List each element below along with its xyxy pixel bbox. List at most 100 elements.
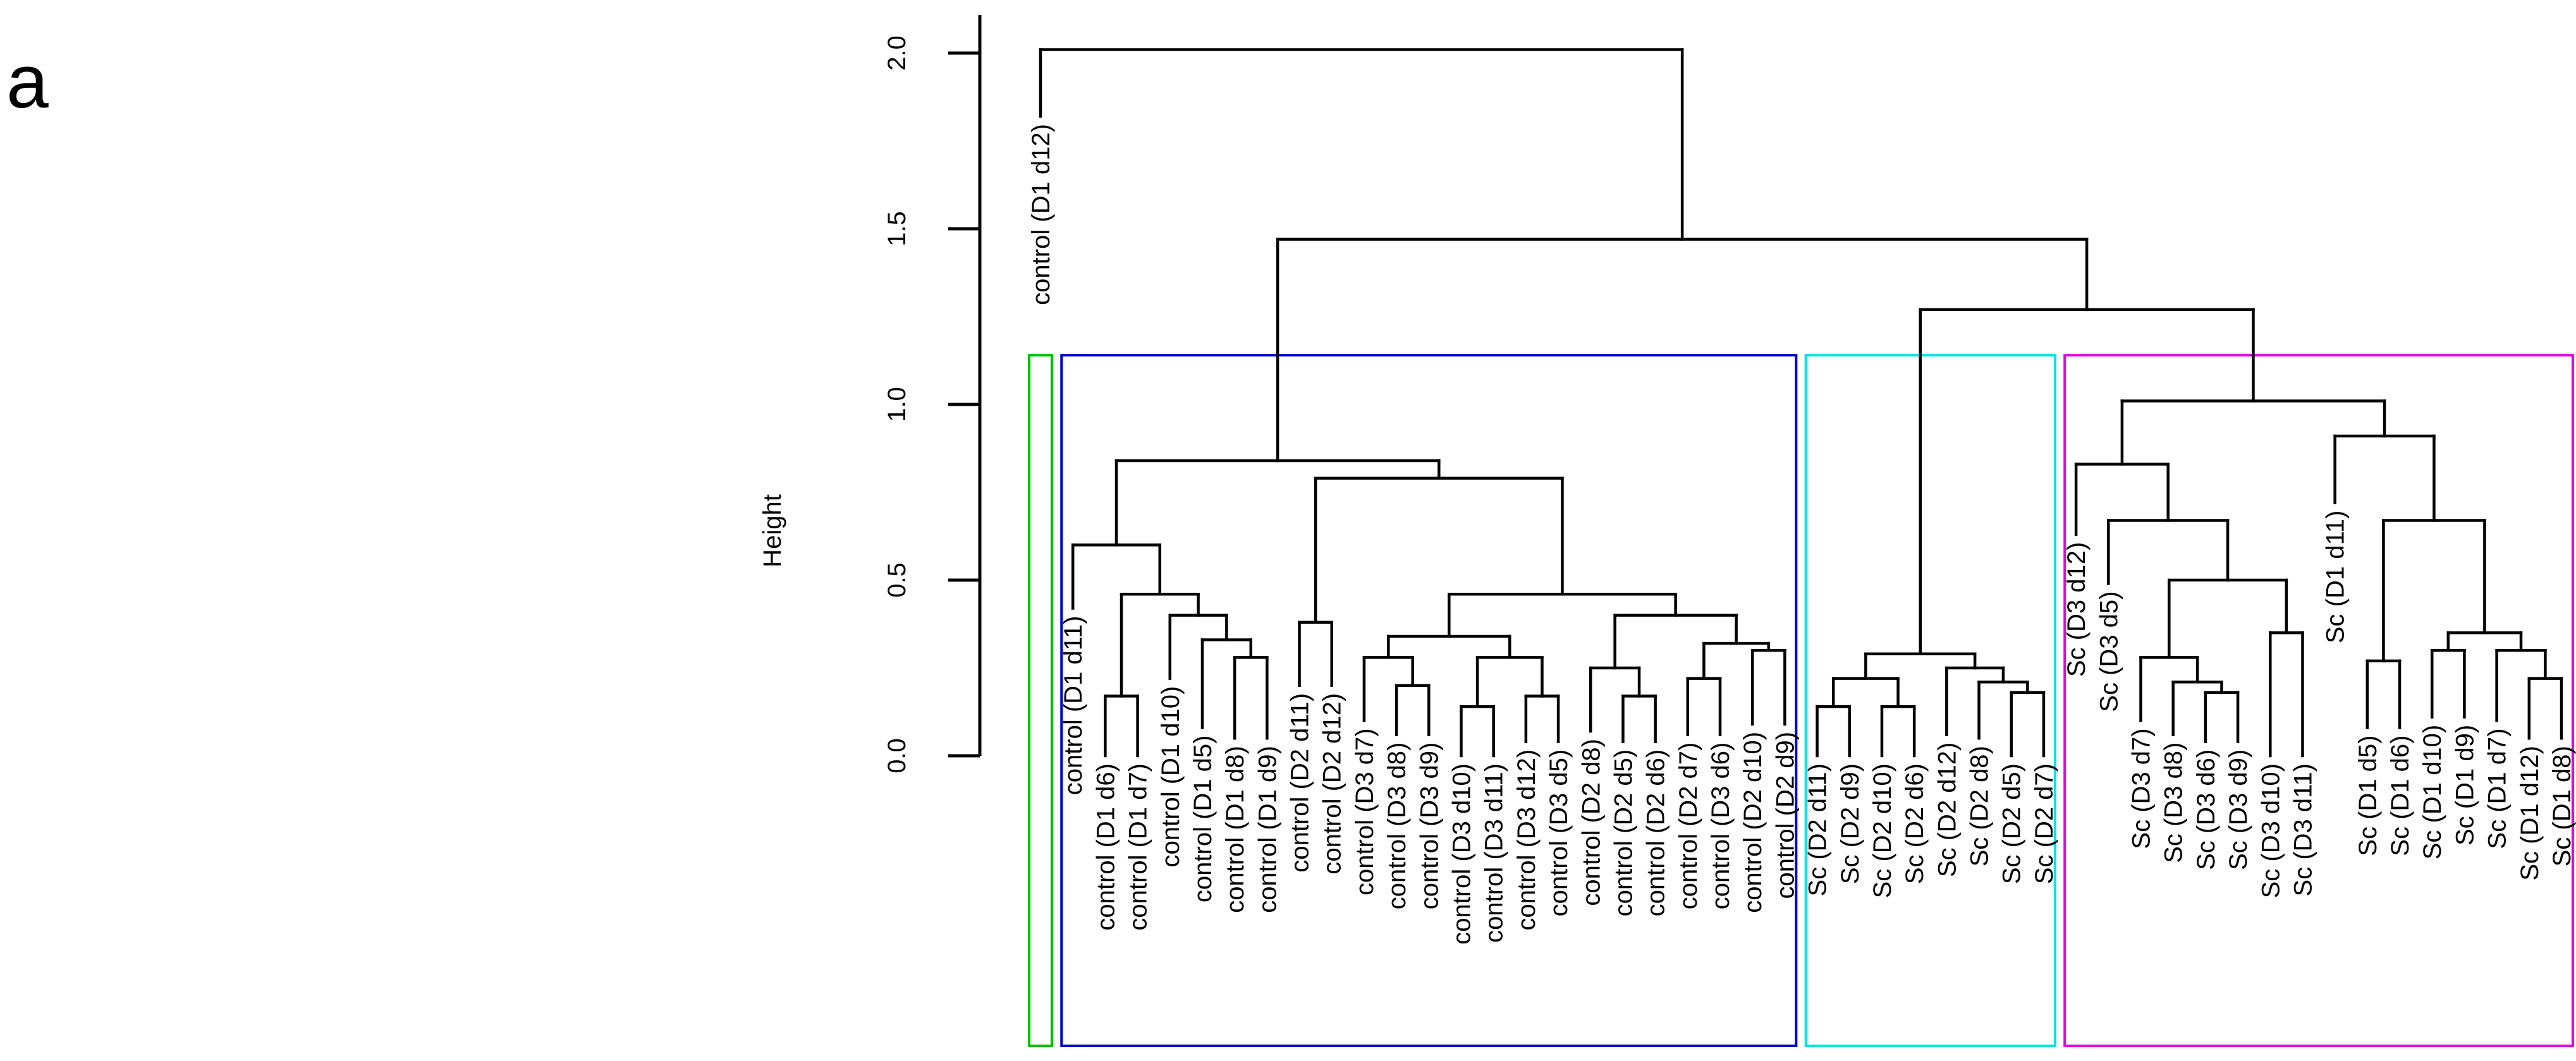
leaf-label: control (D2 d8) — [1577, 739, 1605, 906]
merge-branch — [1524, 694, 1560, 744]
merge-branch — [1686, 677, 1722, 736]
merge-branch — [1977, 680, 2029, 740]
merge-branch — [1460, 705, 1495, 758]
panel-label: a — [6, 39, 49, 124]
leaf-label: control (D3 d10) — [1448, 763, 1475, 945]
leaf-label: Sc (D1 d5) — [2354, 736, 2382, 856]
leaf-label: Sc (D3 d9) — [2225, 749, 2252, 870]
merge-branch — [1621, 694, 1657, 744]
leaf-label: control (D3 d12) — [1513, 749, 1541, 931]
leaf-label: Sc (D1 d7) — [2484, 728, 2512, 849]
leaf-label: Sc (D3 d12) — [2063, 542, 2091, 677]
merge-branch — [1071, 543, 1162, 610]
leaf-label: control (D3 d7) — [1351, 728, 1379, 895]
merge-branch — [1702, 641, 1771, 680]
cluster-rects — [1028, 354, 2574, 1047]
merge-branch — [2074, 463, 2170, 536]
cluster-rect — [2063, 354, 2574, 1047]
leaf-label: Sc (D3 d8) — [2160, 743, 2188, 863]
merge-branch — [1039, 48, 1684, 241]
merge-branch — [1298, 621, 1333, 688]
merge-branch — [1613, 614, 1738, 670]
y-tick-label: 2.0 — [883, 35, 911, 71]
merge-branch — [2527, 677, 2563, 740]
merge-branch — [2171, 680, 2223, 736]
leaf-label: Sc (D3 d6) — [2192, 749, 2220, 870]
merge-branch — [2446, 631, 2523, 652]
leaf-label: Sc (D2 d6) — [1901, 763, 1929, 884]
merge-branch — [1120, 592, 1200, 698]
leaf-label: Sc (D3 d10) — [2257, 763, 2285, 898]
leaf-label: control (D3 d11) — [1480, 763, 1508, 943]
merge-branch — [2365, 659, 2402, 729]
merge-branch — [1104, 694, 1139, 758]
merge-branch — [2430, 648, 2466, 719]
merge-branch — [1589, 666, 1641, 733]
merge-branch — [2204, 691, 2240, 744]
leaf-label: control (D3 d5) — [1545, 749, 1573, 917]
merge-branch — [1864, 652, 1977, 680]
merge-branch — [2120, 399, 2386, 466]
y-tick-label: 0.0 — [883, 738, 911, 773]
leaf-label: control (D2 d10) — [1739, 732, 1767, 913]
y-tick-label: 0.5 — [883, 562, 911, 598]
y-tick-label: 1.5 — [883, 211, 911, 246]
merge-branch — [1233, 656, 1269, 740]
leaf-label: Sc (D3 d7) — [2128, 728, 2156, 849]
leaf-label: Sc (D2 d8) — [1966, 746, 1994, 866]
leaf-label: Sc (D2 d10) — [1869, 763, 1896, 898]
leaf-label: control (D2 d7) — [1675, 743, 1702, 910]
merge-branch — [2382, 519, 2486, 663]
merge-branch — [1168, 614, 1228, 680]
leaf-label: control (D1 d11) — [1059, 615, 1087, 795]
y-tick-label: 1.0 — [883, 387, 911, 422]
leaf-label: Sc (D1 d12) — [2516, 746, 2544, 880]
merge-branch — [1276, 238, 2089, 463]
merge-branch — [1114, 459, 1441, 547]
leaf-label: control (D2 d9) — [1771, 732, 1799, 899]
merge-branch — [1362, 656, 1414, 722]
leaf-label: control (D1 d6) — [1092, 763, 1120, 931]
merge-branch — [1387, 634, 1511, 659]
dendrogram-branches — [1039, 48, 2563, 758]
merge-branch — [2010, 691, 2046, 758]
leaf-label: Sc (D3 d5) — [2095, 591, 2123, 712]
leaf-label: control (D2 d12) — [1319, 693, 1346, 875]
y-axis-label: Height — [759, 494, 786, 567]
leaf-label: Sc (D2 d7) — [2030, 763, 2058, 884]
leaf-label: Sc (D2 d12) — [1933, 743, 1961, 877]
merge-branch — [2139, 656, 2199, 722]
merge-branch — [1395, 684, 1431, 736]
leaf-label: Sc (D1 d6) — [2386, 736, 2414, 856]
leaf-label: control (D3 d6) — [1707, 743, 1735, 910]
merge-branch — [2107, 519, 2230, 585]
cluster-rect — [1028, 354, 1053, 1047]
leaf-label: Sc (D1 d9) — [2451, 725, 2479, 846]
leaf-label: control (D2 d6) — [1642, 749, 1670, 917]
leaf-label: Sc (D3 d11) — [2289, 763, 2317, 896]
leaf-label: control (D2 d11) — [1286, 693, 1314, 873]
y-axis: Height 0.0 0.5 1.0 1.5 2.0 — [759, 15, 982, 773]
merge-branch — [1831, 677, 1900, 708]
cluster-rect — [1804, 354, 2056, 1047]
leaf-label: control (D2 d5) — [1609, 749, 1637, 917]
leaf-labels: control (D1 d12)control (D1 d11)control … — [1027, 124, 2576, 945]
merge-branch — [1200, 638, 1252, 729]
merge-branch — [2495, 648, 2547, 722]
leaf-label: Sc (D1 d10) — [2419, 725, 2446, 859]
merge-branch — [1475, 656, 1544, 708]
merge-branch — [1816, 705, 1852, 758]
merge-branch — [1314, 476, 1564, 624]
leaf-label: Sc (D2 d9) — [1836, 763, 1864, 884]
merge-branch — [2269, 631, 2304, 758]
cluster-rect — [1060, 354, 1798, 1047]
leaf-label: control (D1 d8) — [1221, 746, 1249, 913]
merge-branch — [1750, 648, 1786, 726]
leaf-label: Sc (D2 d11) — [1804, 763, 1832, 896]
leaf-label: Sc (D1 d8) — [2548, 746, 2576, 866]
leaf-label: Sc (D1 d11) — [2322, 511, 2350, 643]
leaf-label: control (D1 d9) — [1254, 746, 1281, 913]
leaf-label: control (D1 d5) — [1189, 736, 1217, 903]
leaf-label: control (D1 d12) — [1027, 124, 1055, 305]
